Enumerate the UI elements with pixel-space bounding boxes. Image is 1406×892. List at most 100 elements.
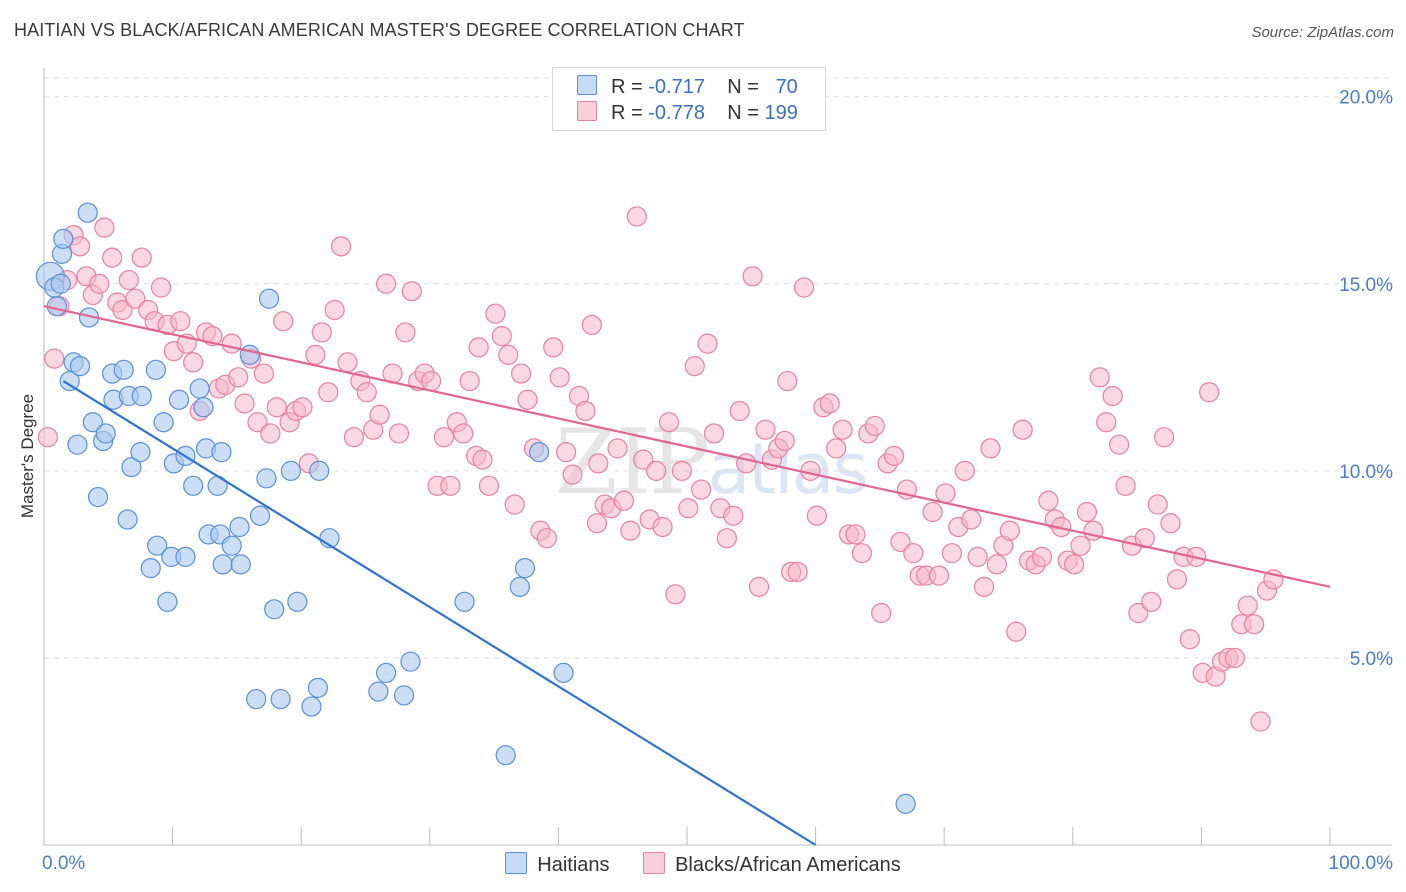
point-black-african-american [459, 370, 480, 392]
point-haitian [529, 442, 550, 463]
point-haitian [256, 468, 277, 489]
point-black-african-american [581, 314, 602, 336]
legend-r-label: R = [611, 76, 643, 98]
point-black-african-american [433, 427, 455, 448]
point-black-african-american [388, 423, 410, 444]
legend-item-haitians: Haitians [505, 852, 610, 877]
point-haitian [145, 359, 166, 380]
point-haitian [309, 460, 330, 481]
point-black-african-american [1179, 629, 1200, 650]
point-black-african-american [228, 367, 249, 388]
point-black-african-american [311, 322, 332, 343]
point-black-african-american [517, 389, 538, 410]
point-haitian [514, 558, 536, 579]
legend-label-haitians: Haitians [537, 854, 610, 876]
point-black-african-american [1012, 419, 1033, 440]
point-haitian [140, 558, 161, 579]
point-black-african-american [723, 505, 744, 526]
point-haitian [553, 662, 574, 683]
point-black-african-american [1070, 535, 1091, 556]
point-black-african-american [1199, 382, 1220, 403]
x-tick-label: 0.0% [42, 853, 85, 874]
legend-label-blacks: Blacks/African Americans [675, 854, 901, 876]
point-black-african-american [973, 576, 995, 597]
point-haitian [121, 457, 142, 478]
point-black-african-american [832, 419, 853, 440]
point-black-african-american [1141, 591, 1162, 612]
point-black-african-american [273, 311, 294, 332]
point-haitian [69, 355, 91, 377]
point-black-african-american [266, 397, 287, 418]
point-black-african-american [626, 206, 647, 227]
point-haitian [301, 696, 322, 717]
point-black-african-american [845, 524, 866, 545]
point-black-african-american [954, 460, 975, 481]
point-haitian [113, 359, 134, 380]
legend-row-blacks: R = -0.778 N = 199 [577, 101, 798, 127]
point-black-african-american [337, 352, 358, 373]
point-black-african-american [729, 400, 750, 422]
point-haitian [280, 460, 302, 481]
point-black-african-american [986, 554, 1008, 575]
point-black-african-american [1031, 546, 1053, 568]
point-black-african-american [742, 266, 763, 287]
point-haitian [246, 688, 267, 710]
point-haitian [211, 442, 232, 463]
point-black-african-american [620, 520, 641, 541]
legend-swatch-haitians [505, 852, 528, 874]
point-black-african-american [89, 273, 110, 294]
legend-n-value-haitians: 70 [775, 76, 798, 98]
point-haitian [509, 576, 530, 597]
point-black-african-american [691, 479, 712, 500]
point-black-african-american [170, 311, 191, 332]
point-black-african-american [819, 393, 840, 414]
point-black-african-american [375, 273, 397, 294]
tick-labels: 5.0% 10.0% 15.0% 20.0% 0.0% 100.0% Master's De… [18, 88, 1393, 874]
point-black-african-american [1160, 513, 1181, 534]
point-haitian [77, 202, 98, 223]
point-black-african-american [1244, 614, 1265, 635]
point-black-african-american [420, 370, 442, 392]
x-tick-label: 100.0% [1329, 853, 1394, 874]
point-black-african-american [999, 520, 1020, 541]
point-haitian [229, 516, 250, 538]
point-black-african-american [369, 404, 390, 425]
point-black-african-american [826, 438, 847, 459]
point-black-african-american [883, 445, 905, 466]
point-black-african-american [851, 543, 872, 564]
legend-n-label: N = [727, 102, 759, 124]
point-haitian [50, 273, 71, 294]
point-black-african-american [665, 584, 686, 605]
point-black-african-american [125, 288, 146, 309]
point-haitian [258, 288, 280, 309]
point-black-african-american [356, 382, 377, 403]
point-haitian [221, 535, 242, 556]
point-haitian [239, 344, 260, 365]
point-black-african-american [961, 509, 982, 530]
point-black-african-american [967, 546, 988, 568]
legend-r-value-blacks: -0.778 [648, 102, 705, 124]
point-black-african-american [755, 419, 776, 440]
point-haitian [131, 385, 152, 407]
point-black-african-american [1108, 434, 1130, 455]
y-axis-title: Master's Degree [18, 394, 37, 518]
point-black-african-american [1147, 494, 1168, 515]
point-black-african-american [1063, 554, 1085, 575]
point-black-african-american [586, 513, 608, 534]
point-black-african-american [305, 344, 326, 365]
point-black-african-american [292, 397, 313, 418]
point-black-african-american [697, 333, 718, 354]
legend-r-label: R = [611, 102, 643, 124]
point-black-african-american [102, 247, 123, 268]
series-haitians [35, 202, 916, 814]
point-black-african-american [748, 576, 770, 597]
point-haitian [130, 442, 151, 463]
point-haitian [117, 509, 138, 530]
point-black-african-american [646, 460, 667, 481]
point-haitian [495, 745, 516, 766]
point-haitian [157, 591, 178, 612]
point-haitian [153, 412, 174, 433]
legend-swatch-blacks [643, 852, 666, 874]
point-black-african-american [44, 348, 65, 369]
source-label: Source: ZipAtlas.com [1251, 24, 1394, 41]
